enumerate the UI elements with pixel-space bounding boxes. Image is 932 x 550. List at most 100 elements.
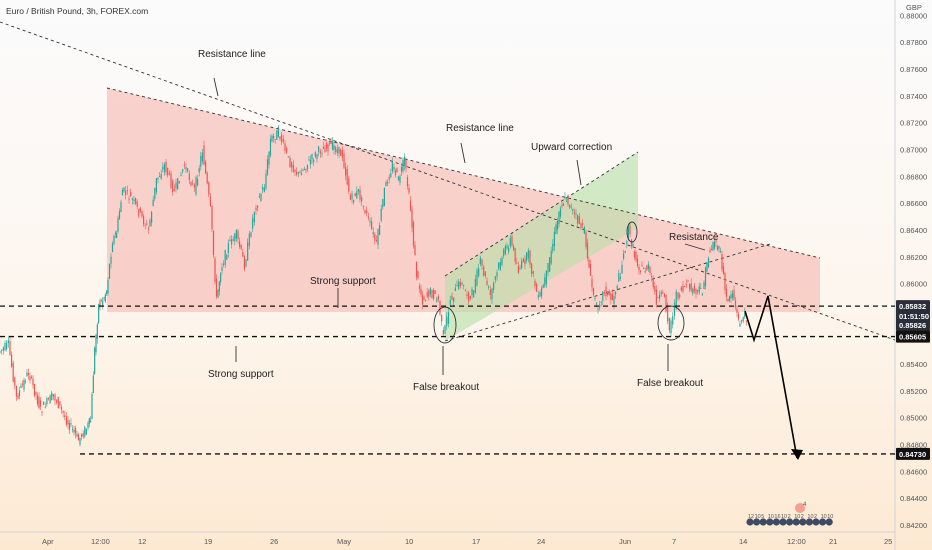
- candle-body: [382, 199, 384, 208]
- annotation-resistance-line-1: Resistance line: [198, 49, 266, 60]
- candle-body: [187, 168, 189, 172]
- candle-body: [338, 146, 340, 154]
- candle-body: [690, 283, 692, 292]
- candle-body: [406, 177, 409, 187]
- candle-body: [26, 372, 28, 377]
- candle-body: [57, 397, 59, 409]
- candle-body: [369, 221, 371, 223]
- candle-body: [331, 140, 334, 150]
- candle-body: [680, 287, 682, 291]
- candle-body: [95, 334, 97, 353]
- candle-body: [234, 233, 236, 242]
- y-tick-group: 0.88000 0.87800 0.87600 0.87400 0.87200 0.870…: [900, 11, 927, 530]
- candle-body: [624, 251, 626, 253]
- x-tick-label: 25: [884, 537, 892, 546]
- candle-body: [636, 258, 639, 267]
- event-label: 16: [774, 514, 780, 520]
- candle-body: [672, 316, 674, 325]
- candle-body: [6, 342, 8, 350]
- y-tick-label: 0.86200: [900, 253, 927, 262]
- event-dot: [825, 518, 833, 526]
- candle-body: [697, 289, 699, 291]
- candle-body: [60, 406, 63, 410]
- candle-body: [536, 284, 538, 293]
- candle-body: [143, 216, 145, 225]
- candle-body: [484, 271, 486, 276]
- candle-body: [313, 159, 315, 163]
- candle-body: [670, 320, 672, 334]
- candle-body: [292, 164, 294, 173]
- event-label: 2: [788, 514, 791, 520]
- candle-body: [595, 303, 598, 305]
- candle-body: [704, 267, 707, 287]
- candle-body: [611, 294, 613, 301]
- x-tick-label: 12:00: [787, 537, 806, 546]
- candle-body: [198, 168, 200, 173]
- candle-body: [208, 182, 210, 195]
- candle-body: [501, 258, 503, 265]
- candle-body: [509, 238, 511, 247]
- candle-body: [588, 259, 590, 268]
- y-tick-label: 0.87200: [900, 119, 927, 128]
- candle-body: [49, 395, 51, 404]
- event-label: 10: [827, 514, 833, 520]
- candle-body: [100, 300, 102, 302]
- candle-body: [652, 278, 654, 288]
- candle-body: [243, 256, 245, 270]
- candle-body: [733, 290, 735, 300]
- candle-body: [43, 401, 45, 405]
- candle-body: [23, 379, 25, 390]
- candle-body: [107, 279, 109, 294]
- candle-body: [701, 293, 703, 295]
- candle-body: [418, 286, 421, 290]
- candle-body: [286, 148, 288, 153]
- candle-body: [231, 239, 233, 245]
- candle-body: [539, 292, 541, 297]
- candle-body: [651, 276, 653, 278]
- candle-body: [305, 168, 307, 171]
- candle-body: [692, 288, 694, 294]
- candle-body: [439, 301, 441, 315]
- candle-body: [476, 269, 478, 286]
- candle-body: [36, 395, 39, 405]
- candle-body: [239, 241, 241, 248]
- event-label: 2: [814, 514, 817, 520]
- candle-body: [454, 287, 456, 291]
- event-label: 2: [801, 514, 804, 520]
- candle-body: [349, 194, 351, 200]
- candle-body: [682, 285, 684, 292]
- event-dot: [766, 518, 774, 526]
- candle-body: [580, 223, 582, 229]
- candle-body: [336, 149, 338, 154]
- candle-body: [599, 304, 601, 309]
- candle-body: [33, 383, 36, 396]
- candle-body: [655, 289, 657, 305]
- candle-body: [426, 292, 428, 297]
- candle-body: [322, 146, 325, 149]
- candle-body: [403, 156, 406, 166]
- y-tick-label: 0.85000: [900, 414, 927, 423]
- candle-body: [390, 173, 392, 178]
- candle-body: [375, 240, 377, 242]
- candle-body: [522, 258, 524, 262]
- y-tick-label: 0.85400: [900, 360, 927, 369]
- candle-body: [387, 181, 389, 184]
- candle-body: [685, 283, 687, 286]
- candle-body: [123, 187, 125, 192]
- candle-body: [318, 146, 320, 152]
- candle-body: [433, 290, 435, 299]
- candle-body: [527, 250, 529, 259]
- candle-body: [629, 225, 631, 235]
- candle-body: [483, 266, 485, 276]
- candle-body: [458, 281, 460, 289]
- price-tag-bg: [896, 309, 930, 322]
- candle-body: [725, 288, 728, 298]
- candle-body: [248, 233, 250, 246]
- candle-body: [446, 316, 448, 326]
- candle-body: [567, 194, 569, 205]
- event-label: 10: [807, 514, 813, 520]
- candle-body: [582, 223, 584, 225]
- candle-body: [524, 258, 526, 265]
- candle-body: [703, 282, 705, 290]
